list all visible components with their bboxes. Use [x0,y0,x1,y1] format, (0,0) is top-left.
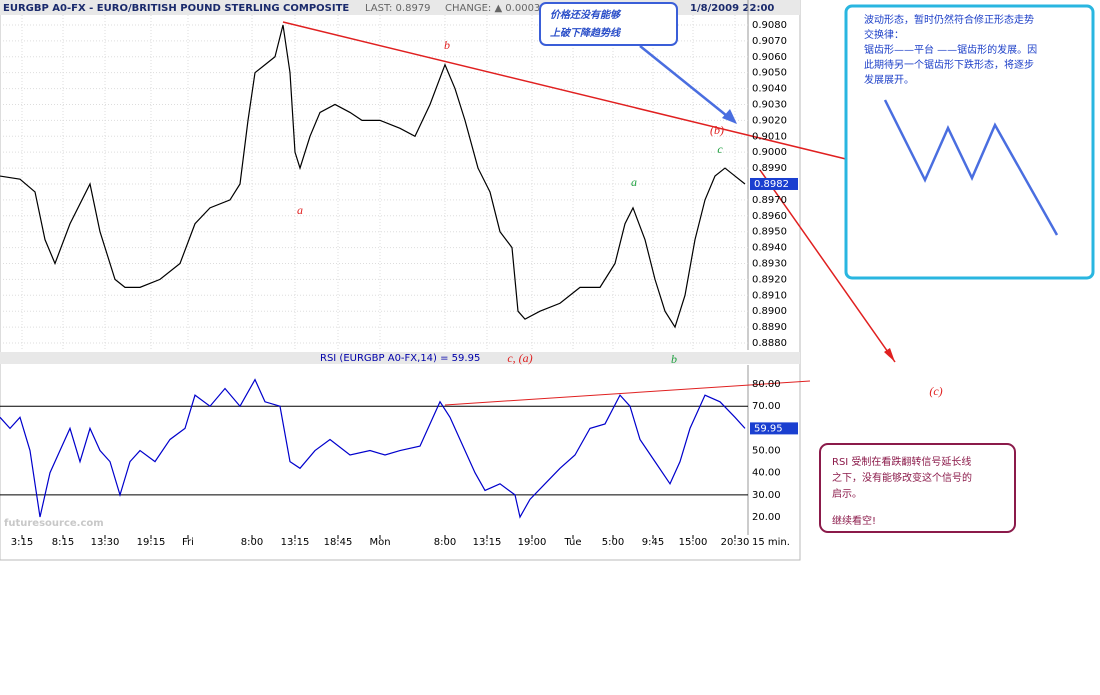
price-line [0,378,746,519]
x-tick-label: Tue [563,537,581,548]
wave-label: c, (a) [507,351,532,365]
rsi-box [819,443,1016,533]
x-tick-label: 3:15 [11,537,33,548]
rsi-note-text: 继续看空! [832,514,876,527]
y-tick-label: 0.8890 [752,322,787,333]
callout-arrow [639,45,733,121]
rsi-note-text: RSI 受制在看跌翻转信号延长线 [832,455,971,468]
wave-label: c [717,142,723,156]
header-last: LAST: 0.8979 [365,3,431,14]
wave-label: (b) [710,123,724,137]
y-tick-label: 0.9010 [752,131,787,142]
x-tick-label: 18:45 [324,537,353,548]
last-label-box [750,422,798,435]
x-tick-label: 8:00 [434,537,456,548]
note-text: 此期待另一个锯齿形下跌形态，将逐步 [864,58,1034,71]
y-tick-label: 0.8900 [752,306,787,317]
forecast-line [759,169,896,363]
rsi-note-text: 之下，没有能够改变这个信号的 [832,471,972,484]
x-tick-label: 19:00 [518,537,547,548]
callout-box [539,2,678,46]
rsi-title: RSI (EURGBP A0-FX,14) = 59.95 [320,353,480,364]
wave-label: b [671,352,677,366]
header-change: CHANGE: ▲ 0.0003 [445,3,540,14]
y-tick-label: 0.8880 [752,338,787,349]
note-text: 交换律： [864,28,904,41]
y-tick-label: 0.9070 [752,36,787,47]
y-tick-label: 0.8920 [752,274,787,285]
x-tick-label: 15:00 [679,537,708,548]
x-tick-label: 13:30 [91,537,120,548]
y-tick-label: 70.00 [752,401,781,412]
y-tick-label: 0.9060 [752,52,787,63]
x-tick-label: 20:30 [721,537,750,548]
x-tick-label: Fri [182,537,194,548]
y-tick-label: 0.8910 [752,290,787,301]
y-tick-label: 40.00 [752,468,781,479]
wave-label: a [297,203,303,217]
callout-text: 上破下降趋势线 [550,27,622,39]
y-tick-label: 0.8990 [752,163,787,174]
y-tick-label: 0.8950 [752,227,787,238]
arrowhead [884,348,895,362]
last-label-box [750,177,798,190]
x-tick-label: 9:45 [642,537,664,548]
x-tick-label: 13:15 [281,537,310,548]
x-tick-label: 19:15 [137,537,166,548]
y-tick-label: 80.00 [752,379,781,390]
trendline [282,21,851,161]
price-line [0,24,746,329]
y-tick-label: 0.9040 [752,84,787,95]
x-unit: 15 min. [752,537,790,548]
x-tick-label: 13:15 [473,537,502,548]
arrowhead [722,109,737,124]
header-datetime: 1/8/2009 22:00 [690,3,774,14]
rsi-title-bar [0,352,800,364]
y-tick-label: 0.8930 [752,258,787,269]
y-tick-label: 0.9050 [752,68,787,79]
y-tick-label: 30.00 [752,490,781,501]
y-tick-label: 0.9030 [752,99,787,110]
zigzag [883,99,1059,236]
x-tick-label: 5:00 [602,537,624,548]
y-tick-label: 20.00 [752,512,781,523]
x-tick-label: Mon [369,537,390,548]
rsi-trendline [444,380,811,406]
y-tick-label: 0.9020 [752,115,787,126]
last-label: 0.8982 [754,179,789,190]
note-text: 发展展开。 [864,73,914,86]
wave-label: (c) [929,384,942,398]
x-tick-label: 8:00 [241,537,263,548]
frame [0,0,801,561]
rsi-note-text: 启示。 [832,487,862,500]
note-text: 波动形态，暂时仍然符合修正形态走势 [864,13,1034,26]
y-tick-label: 0.9080 [752,20,787,31]
y-tick-label: 0.8970 [752,195,787,206]
watermark: futuresource.com [4,518,104,529]
note-box [844,4,1095,280]
y-tick-label: 0.9000 [752,147,787,158]
header-title: EURGBP A0-FX - EURO/BRITISH POUND STERLI… [3,3,349,14]
y-tick-label: 50.00 [752,446,781,457]
wave-label: a [631,175,637,189]
last-label: 59.95 [754,423,783,434]
note-text: 锯齿形——平台 ——锯齿形的发展。因 [864,43,1037,56]
x-tick-label: 8:15 [52,537,74,548]
wave-label: b [444,38,450,52]
y-tick-label: 0.8960 [752,211,787,222]
y-tick-label: 0.8940 [752,243,787,254]
callout-text: 价格还没有能够 [550,9,622,21]
plot [0,0,749,539]
